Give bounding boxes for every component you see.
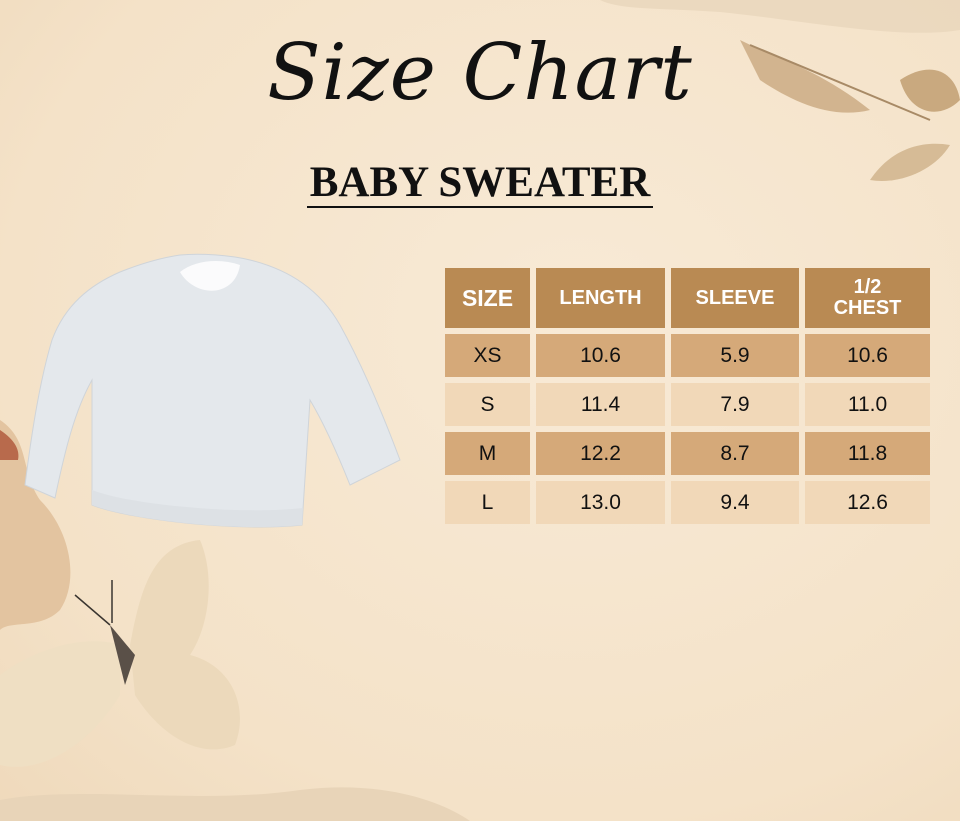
sleeve-cell: 9.4 — [671, 481, 799, 524]
header-sleeve: SLEEVE — [671, 268, 799, 328]
torn-paper-bottom-decoration — [0, 787, 470, 821]
sweater-image — [24, 253, 401, 528]
paper-butterfly-decoration — [0, 540, 240, 767]
chest-cell: 11.0 — [805, 383, 930, 426]
header-half-chest: 1/2 CHEST — [805, 268, 930, 328]
table-row: XS 10.6 5.9 10.6 — [445, 334, 930, 377]
size-cell: XS — [445, 334, 530, 377]
sleeve-cell: 5.9 — [671, 334, 799, 377]
length-cell: 13.0 — [536, 481, 665, 524]
size-table: SIZE LENGTH SLEEVE 1/2 CHEST XS 10.6 5.9… — [445, 268, 930, 530]
size-cell: L — [445, 481, 530, 524]
table-header-row: SIZE LENGTH SLEEVE 1/2 CHEST — [445, 268, 930, 328]
torn-paper-decoration — [0, 420, 71, 630]
chest-cell: 10.6 — [805, 334, 930, 377]
table-row: S 11.4 7.9 11.0 — [445, 383, 930, 426]
header-length: LENGTH — [536, 268, 665, 328]
chest-cell: 11.8 — [805, 432, 930, 475]
length-cell: 11.4 — [536, 383, 665, 426]
length-cell: 12.2 — [536, 432, 665, 475]
size-cell: M — [445, 432, 530, 475]
header-size: SIZE — [445, 268, 530, 328]
table-row: M 12.2 8.7 11.8 — [445, 432, 930, 475]
sleeve-cell: 8.7 — [671, 432, 799, 475]
size-cell: S — [445, 383, 530, 426]
paper-leaves-decoration — [600, 0, 960, 181]
length-cell: 10.6 — [536, 334, 665, 377]
page-title: Size Chart — [267, 28, 693, 118]
table-row: L 13.0 9.4 12.6 — [445, 481, 930, 524]
product-subtitle: BABY SWEATER — [307, 160, 653, 208]
chest-cell: 12.6 — [805, 481, 930, 524]
sleeve-cell: 7.9 — [671, 383, 799, 426]
